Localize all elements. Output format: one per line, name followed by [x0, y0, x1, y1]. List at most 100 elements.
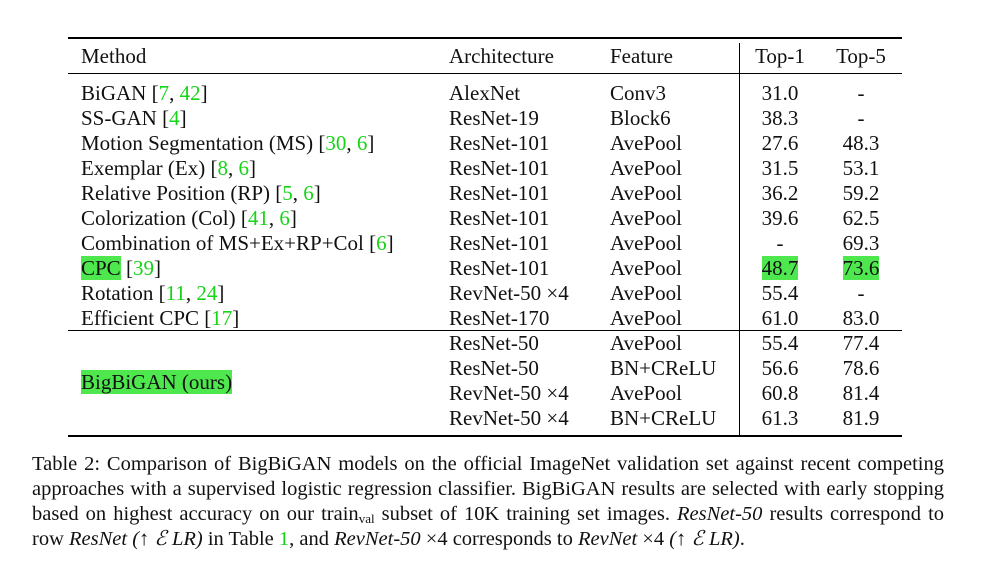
- feature-cell: AvePool: [610, 306, 682, 330]
- method-name: Combination of MS+Ex+RP+Col: [81, 231, 370, 255]
- citation-link[interactable]: 17: [211, 306, 233, 330]
- top5-value: 69.3: [842, 231, 880, 255]
- method-cell: CPC [39]: [81, 256, 161, 280]
- top5-value: 53.1: [842, 156, 880, 180]
- citation-link[interactable]: 30: [325, 131, 347, 155]
- ours-feature-cell: BN+CReLU: [610, 406, 717, 430]
- architecture-cell: ResNet-19: [449, 106, 539, 130]
- group-rule: [68, 330, 902, 331]
- header-feature: Feature: [610, 44, 673, 68]
- citation-link[interactable]: 42: [179, 81, 201, 105]
- top1-cell: 31.5: [745, 156, 815, 180]
- citation-link[interactable]: 11: [165, 281, 186, 305]
- top1-value: 39.6: [761, 206, 799, 230]
- feature-cell: Conv3: [610, 81, 667, 105]
- ours-top5-cell: 81.9: [842, 406, 880, 430]
- top1-value: 31.0: [761, 81, 799, 105]
- top5-cell: 53.1: [826, 156, 896, 180]
- ours-architecture-cell: ResNet-50: [449, 356, 539, 380]
- top5-value: -: [857, 81, 865, 105]
- method-name: CPC: [81, 256, 121, 280]
- architecture-cell: AlexNet: [449, 81, 521, 105]
- top1-cell: 61.0: [745, 306, 815, 330]
- top1-cell: 31.0: [745, 81, 815, 105]
- top5-value: 73.6: [842, 256, 880, 280]
- top5-cell: -: [826, 281, 896, 305]
- citation-link[interactable]: 8: [217, 156, 228, 180]
- bottom-rule: [68, 435, 902, 437]
- top5-value: 48.3: [842, 131, 880, 155]
- top-rule: [68, 37, 902, 39]
- top1-value: 36.2: [761, 181, 799, 205]
- top5-cell: 62.5: [826, 206, 896, 230]
- ours-feature-cell: BN+CReLU: [610, 356, 717, 380]
- top1-value: 38.3: [761, 106, 799, 130]
- top5-cell: 69.3: [826, 231, 896, 255]
- top1-value: 48.7: [761, 256, 799, 280]
- citation-link[interactable]: 41: [247, 206, 269, 230]
- method-cell: Motion Segmentation (MS) [30, 6]: [81, 131, 375, 155]
- architecture-cell: ResNet-101: [449, 206, 550, 230]
- top1-value: -: [776, 231, 784, 255]
- citation-link[interactable]: 24: [196, 281, 218, 305]
- ours-top5-cell: 81.4: [842, 381, 880, 405]
- top5-cell: -: [826, 81, 896, 105]
- header-architecture: Architecture: [449, 44, 554, 68]
- table-ref-link[interactable]: 1: [278, 528, 290, 550]
- column-divider: [739, 43, 740, 435]
- top5-value: 62.5: [842, 206, 880, 230]
- ours-feature-cell: AvePool: [610, 331, 682, 355]
- method-cell: Combination of MS+Ex+RP+Col [6]: [81, 231, 394, 255]
- top5-cell: -: [826, 106, 896, 130]
- citation-link[interactable]: 6: [376, 231, 387, 255]
- header-top5: Top-5: [836, 44, 886, 68]
- architecture-cell: ResNet-101: [449, 256, 550, 280]
- method-cell: BiGAN [7, 42]: [81, 81, 208, 105]
- ours-method-label: BigBiGAN (ours): [81, 370, 233, 394]
- method-name: Motion Segmentation (MS): [81, 131, 319, 155]
- method-cell: SS-GAN [4]: [81, 106, 187, 130]
- top1-cell: 48.7: [745, 256, 815, 280]
- top1-value: 27.6: [761, 131, 799, 155]
- method-name: Efficient CPC: [81, 306, 205, 330]
- top5-cell: 59.2: [826, 181, 896, 205]
- ours-top1-cell: 55.4: [761, 331, 799, 355]
- ours-top5-cell: 77.4: [842, 331, 880, 355]
- ours-highlight: BigBiGAN (ours): [81, 370, 233, 394]
- feature-cell: Block6: [610, 106, 671, 130]
- citation-link[interactable]: 5: [282, 181, 293, 205]
- feature-cell: AvePool: [610, 206, 682, 230]
- header-top1: Top-1: [755, 44, 805, 68]
- method-cell: Efficient CPC [17]: [81, 306, 240, 330]
- method-cell: Rotation [11, 24]: [81, 281, 225, 305]
- header-rule: [68, 73, 902, 74]
- top1-value: 55.4: [761, 281, 799, 305]
- method-name: Colorization (Col): [81, 206, 241, 230]
- citation-link[interactable]: 39: [132, 256, 154, 280]
- top5-cell: 83.0: [826, 306, 896, 330]
- citation-link[interactable]: 7: [158, 81, 170, 105]
- method-cell: Colorization (Col) [41, 6]: [81, 206, 297, 230]
- architecture-cell: ResNet-101: [449, 131, 550, 155]
- citation-link[interactable]: 4: [169, 106, 180, 130]
- top5-cell: 48.3: [826, 131, 896, 155]
- top1-cell: 27.6: [745, 131, 815, 155]
- architecture-cell: ResNet-101: [449, 181, 550, 205]
- top5-value: -: [857, 106, 865, 130]
- top5-cell: 73.6: [826, 256, 896, 280]
- method-name: BiGAN: [81, 81, 152, 105]
- ours-top1-cell: 56.6: [761, 356, 799, 380]
- top1-cell: 39.6: [745, 206, 815, 230]
- top1-value: 61.0: [761, 306, 799, 330]
- citation-link[interactable]: 6: [303, 181, 314, 205]
- ours-architecture-cell: ResNet-50: [449, 331, 539, 355]
- citation-link[interactable]: 6: [279, 206, 290, 230]
- ours-top1-cell: 61.3: [761, 406, 799, 430]
- top5-value: -: [857, 281, 865, 305]
- feature-cell: AvePool: [610, 156, 682, 180]
- method-name: Rotation: [81, 281, 159, 305]
- citation-link[interactable]: 6: [238, 156, 249, 180]
- top5-value: 59.2: [842, 181, 880, 205]
- citation-link[interactable]: 6: [356, 131, 368, 155]
